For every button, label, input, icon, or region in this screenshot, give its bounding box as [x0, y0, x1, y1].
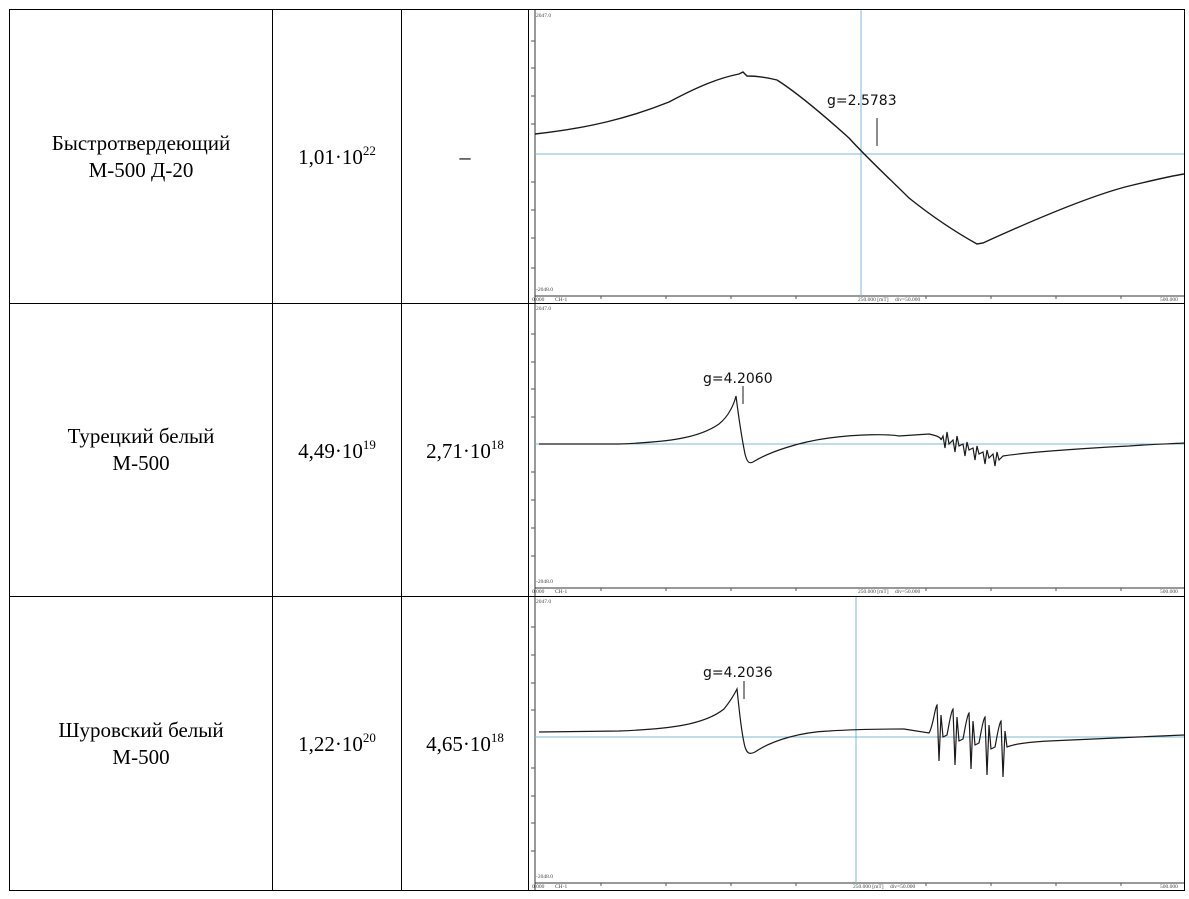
table-row: Быстротвердеющий М-500 Д-20 1,01·1022 –: [9, 9, 1185, 304]
spectrum-trace: [534, 71, 1184, 245]
y-bottom-value: -2048.0: [536, 874, 553, 880]
value1-cell: 1,01·1022: [272, 9, 402, 304]
cement-name-line1: Быстротвердеющий: [51, 130, 231, 155]
value1-mantissa: 1,22·10: [298, 732, 363, 756]
y-top-value: 2047.0: [536, 306, 551, 312]
spectrum-cell: g=4.2036 2047.0 -2048.0 0.000 CH-1 250.0…: [528, 596, 1185, 891]
div-value: div=50.000: [895, 589, 921, 595]
table-row: Шуровский белый М-500 1,22·1020 4,65·101…: [9, 596, 1185, 891]
value2-cell: –: [401, 9, 529, 304]
spectrum-trace: [539, 395, 1184, 467]
y-bottom-value: -2048.0: [536, 579, 553, 585]
cement-name-line1: Турецкий белый: [67, 424, 215, 448]
value1-exponent: 20: [362, 730, 376, 745]
y-bottom-value: -2048.0: [536, 287, 553, 293]
y-ticks: [531, 40, 535, 269]
x-start-value: 0.000: [532, 297, 545, 303]
value2-mantissa: 4,65·10: [426, 732, 491, 756]
value2-cell: 2,71·1018: [401, 303, 529, 597]
cement-name-line2: М-500: [112, 451, 170, 475]
x-end-value: 500.000: [1160, 297, 1178, 303]
y-top-value: 2047.0: [536, 13, 551, 19]
x-end-value: 500.000: [1160, 884, 1178, 890]
cement-name-line2: М-500: [112, 744, 170, 769]
g-factor-label: g=2.5783: [827, 93, 897, 109]
value1-cell: 4,49·1019: [272, 303, 402, 597]
value1-exponent: 22: [362, 143, 376, 158]
spectrum-trace: [538, 686, 1184, 778]
y-top-value: 2047.0: [536, 599, 551, 605]
channel-label: CH-1: [555, 589, 567, 595]
results-table: Быстротвердеющий М-500 Д-20 1,01·1022 –: [9, 9, 1185, 891]
value2-mantissa: 2,71·10: [426, 438, 491, 463]
spectrum-cell: g=4.2060 2047.0 -2048.0 0.000 CH-1 250.0…: [528, 303, 1185, 597]
spectrum-cell: g=2.5783 2047.0 -2048.0 0.000 CH-1 250.0…: [528, 9, 1185, 304]
cement-name-line2: М-500 Д-20: [88, 157, 194, 182]
epr-spectrum-2: g=4.2060 2047.0 -2048.0 0.000 CH-1 250.0…: [531, 304, 1184, 596]
table-row: Турецкий белый М-500 4,49·1019 2,71·1018: [9, 303, 1185, 597]
channel-label: CH-1: [555, 884, 567, 890]
x-mid-value: 250.000 [mT]: [858, 297, 889, 303]
cement-name-cell: Турецкий белый М-500: [9, 303, 273, 597]
x-ticks: [600, 588, 1122, 591]
value2-dash: –: [459, 143, 471, 169]
value1-cell: 1,22·1020: [272, 596, 402, 891]
value1-mantissa: 1,01·10: [298, 145, 363, 169]
value1-exponent: 19: [362, 436, 376, 452]
y-ticks: [531, 333, 535, 557]
x-start-value: 0.000: [532, 589, 545, 595]
x-ticks: [600, 883, 1122, 886]
x-mid-value: 250.000 [mT]: [853, 884, 884, 890]
epr-spectrum-3: g=4.2036 2047.0 -2048.0 0.000 CH-1 250.0…: [531, 597, 1184, 890]
x-ticks: [600, 296, 1122, 299]
g-factor-label: g=4.2060: [703, 371, 773, 387]
value1-mantissa: 4,49·10: [298, 438, 363, 463]
g-factor-label: g=4.2036: [703, 665, 773, 681]
value2-exponent: 18: [490, 730, 504, 745]
channel-label: CH-1: [555, 297, 567, 303]
x-end-value: 500.000: [1160, 589, 1178, 595]
x-start-value: 0.000: [532, 884, 545, 890]
y-ticks: [531, 626, 535, 852]
value2-exponent: 18: [490, 436, 504, 452]
cement-name-cell: Шуровский белый М-500: [9, 596, 273, 891]
div-value: div=50.000: [890, 884, 916, 890]
cement-name-cell: Быстротвердеющий М-500 Д-20: [9, 9, 273, 304]
epr-spectrum-1: g=2.5783 2047.0 -2048.0 0.000 CH-1 250.0…: [531, 10, 1184, 303]
value2-cell: 4,65·1018: [401, 596, 529, 891]
x-mid-value: 250.000 [mT]: [858, 589, 889, 595]
cement-name-line1: Шуровский белый: [58, 717, 224, 742]
div-value: div=50.000: [895, 297, 921, 303]
